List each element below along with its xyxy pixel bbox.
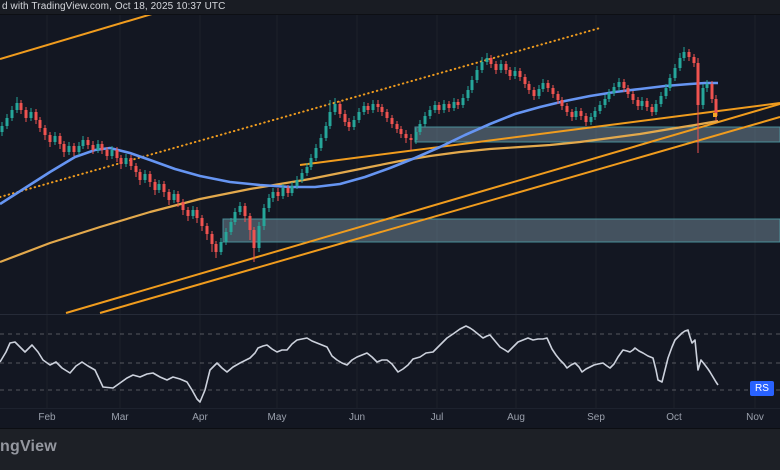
axis-label-feb: Feb [38, 412, 56, 423]
channel-bottom-b[interactable] [99, 116, 780, 314]
rsi-pane [0, 325, 780, 403]
axis-label-jun: Jun [348, 412, 366, 423]
rsi-line [0, 325, 719, 403]
trendlines [0, 15, 780, 314]
axis-label-mar: Mar [111, 412, 129, 423]
gridlines [46, 15, 756, 408]
axis-label-jul: Jul [430, 412, 444, 423]
channel-top[interactable] [0, 15, 153, 60]
channel-bottom-a[interactable] [65, 103, 780, 314]
axis-label-may: May [267, 412, 287, 423]
tradingview-logo-text: ngView [0, 438, 57, 455]
attribution-text: d with TradingView.com, Oct 18, 2025 10:… [2, 1, 226, 12]
last-price-marker [713, 113, 717, 117]
ma50-line [0, 81, 718, 206]
candles-series [0, 47, 718, 262]
rsi-indicator-badge: RS [750, 381, 774, 396]
support-trendline[interactable] [299, 102, 780, 166]
axis-label-apr: Apr [192, 412, 208, 423]
support-zone [222, 218, 780, 243]
axis-label-oct: Oct [666, 412, 682, 423]
attribution-bar: d with TradingView.com, Oct 18, 2025 10:… [0, 0, 780, 15]
axis-label-sep: Sep [587, 412, 605, 423]
tradingview-footer: ngView [0, 428, 780, 470]
channel-mid[interactable] [0, 27, 601, 198]
axis-label-aug: Aug [507, 412, 525, 423]
chart-canvas[interactable] [0, 15, 780, 408]
time-axis[interactable]: Feb Mar Apr May Jun Jul Aug Sep Oct Nov [0, 408, 780, 428]
axis-label-nov: Nov [746, 412, 764, 423]
